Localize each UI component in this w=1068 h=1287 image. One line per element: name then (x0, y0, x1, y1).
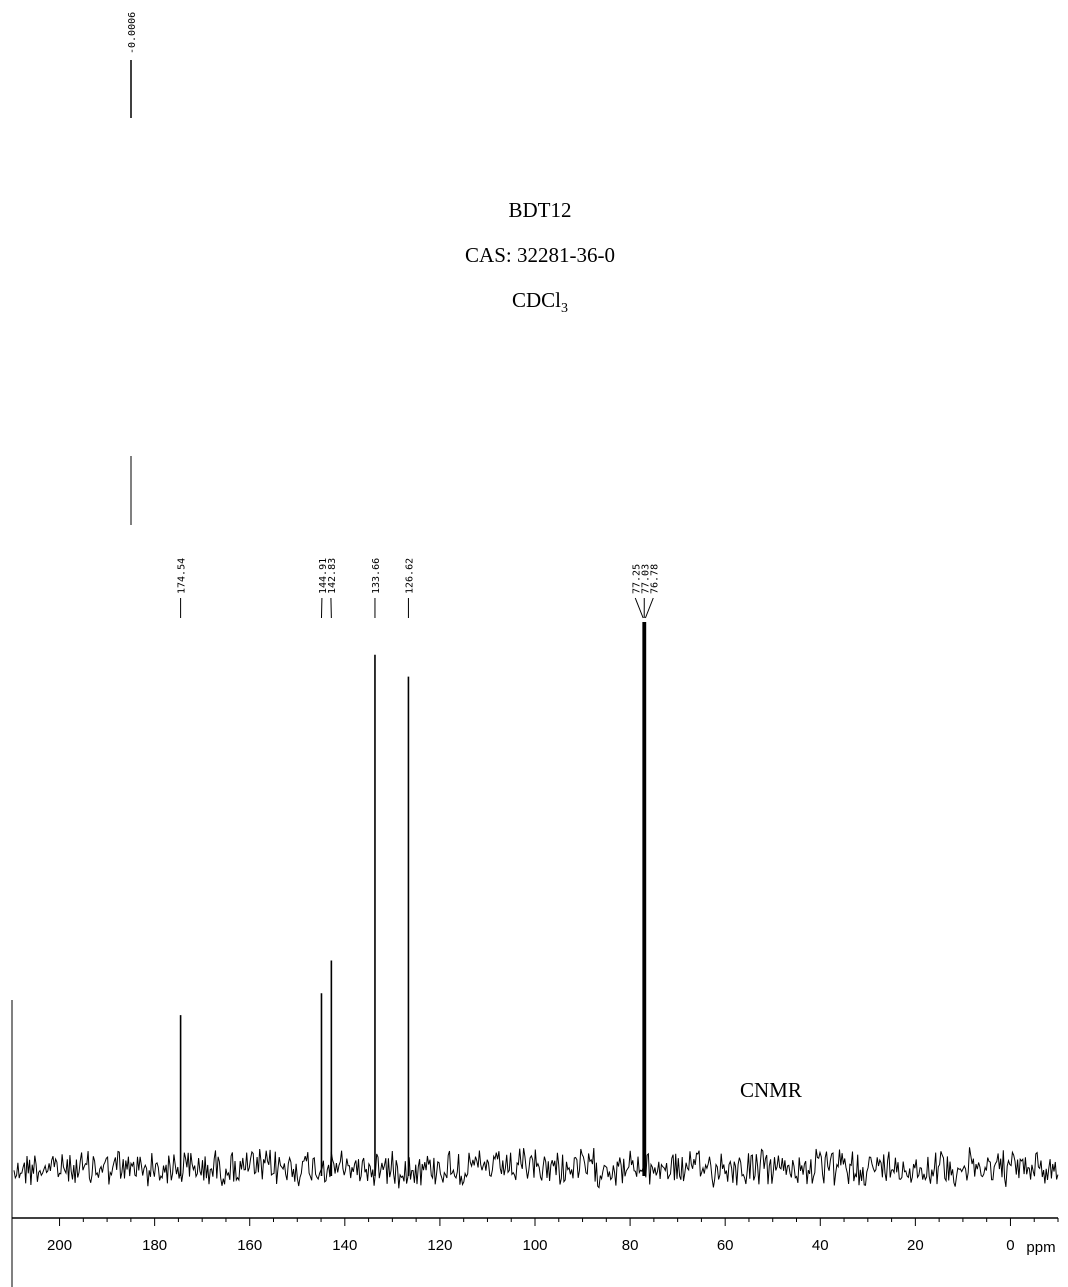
solvent: CDCl3 (380, 288, 700, 317)
x-axis-unit-label: ppm (1026, 1239, 1055, 1256)
peak-label: 174.54 (177, 558, 188, 594)
x-tick-label: 160 (237, 1237, 262, 1254)
cnmr-annotation: CNMR (740, 1078, 802, 1102)
peak-label-leader (644, 597, 654, 619)
solvent-subscript: 3 (561, 301, 568, 317)
cas-number: CAS: 32281-36-0 (465, 243, 615, 267)
x-tick-label: 60 (717, 1237, 734, 1254)
x-tick-label: 100 (522, 1237, 547, 1254)
sample-name: BDT12 (508, 198, 572, 222)
x-tick-label: 40 (812, 1237, 829, 1254)
peak-label: 77.03 (640, 564, 651, 594)
top-reference-group: -0.0006 (127, 12, 138, 525)
x-tick-label: 80 (622, 1237, 639, 1254)
x-tick-label: 0 (1006, 1237, 1014, 1254)
peak-label: 77.25 (631, 564, 642, 594)
x-tick-label: 140 (332, 1237, 357, 1254)
peak-label: 76.78 (649, 564, 660, 594)
peak-label: 144.91 (318, 558, 329, 594)
x-tick-label: 120 (427, 1237, 452, 1254)
x-tick-label: 180 (142, 1237, 167, 1254)
x-tick-label: 200 (47, 1237, 72, 1254)
peak-label: 126.62 (404, 558, 415, 594)
peak-label-leader (634, 597, 644, 619)
x-tick-label: 20 (907, 1237, 924, 1254)
spectrum-group (13, 622, 1059, 1189)
solvent-text: CDCl (511, 288, 561, 312)
noise-baseline (13, 1147, 1059, 1189)
peak-label: 142.83 (327, 558, 338, 594)
x-axis-group: 200 180 160 140 120 100 80 60 40 20 0 ppm (11, 1000, 1059, 1287)
peak-label: 133.66 (371, 558, 382, 594)
top-reference-label: -0.0006 (127, 12, 138, 54)
